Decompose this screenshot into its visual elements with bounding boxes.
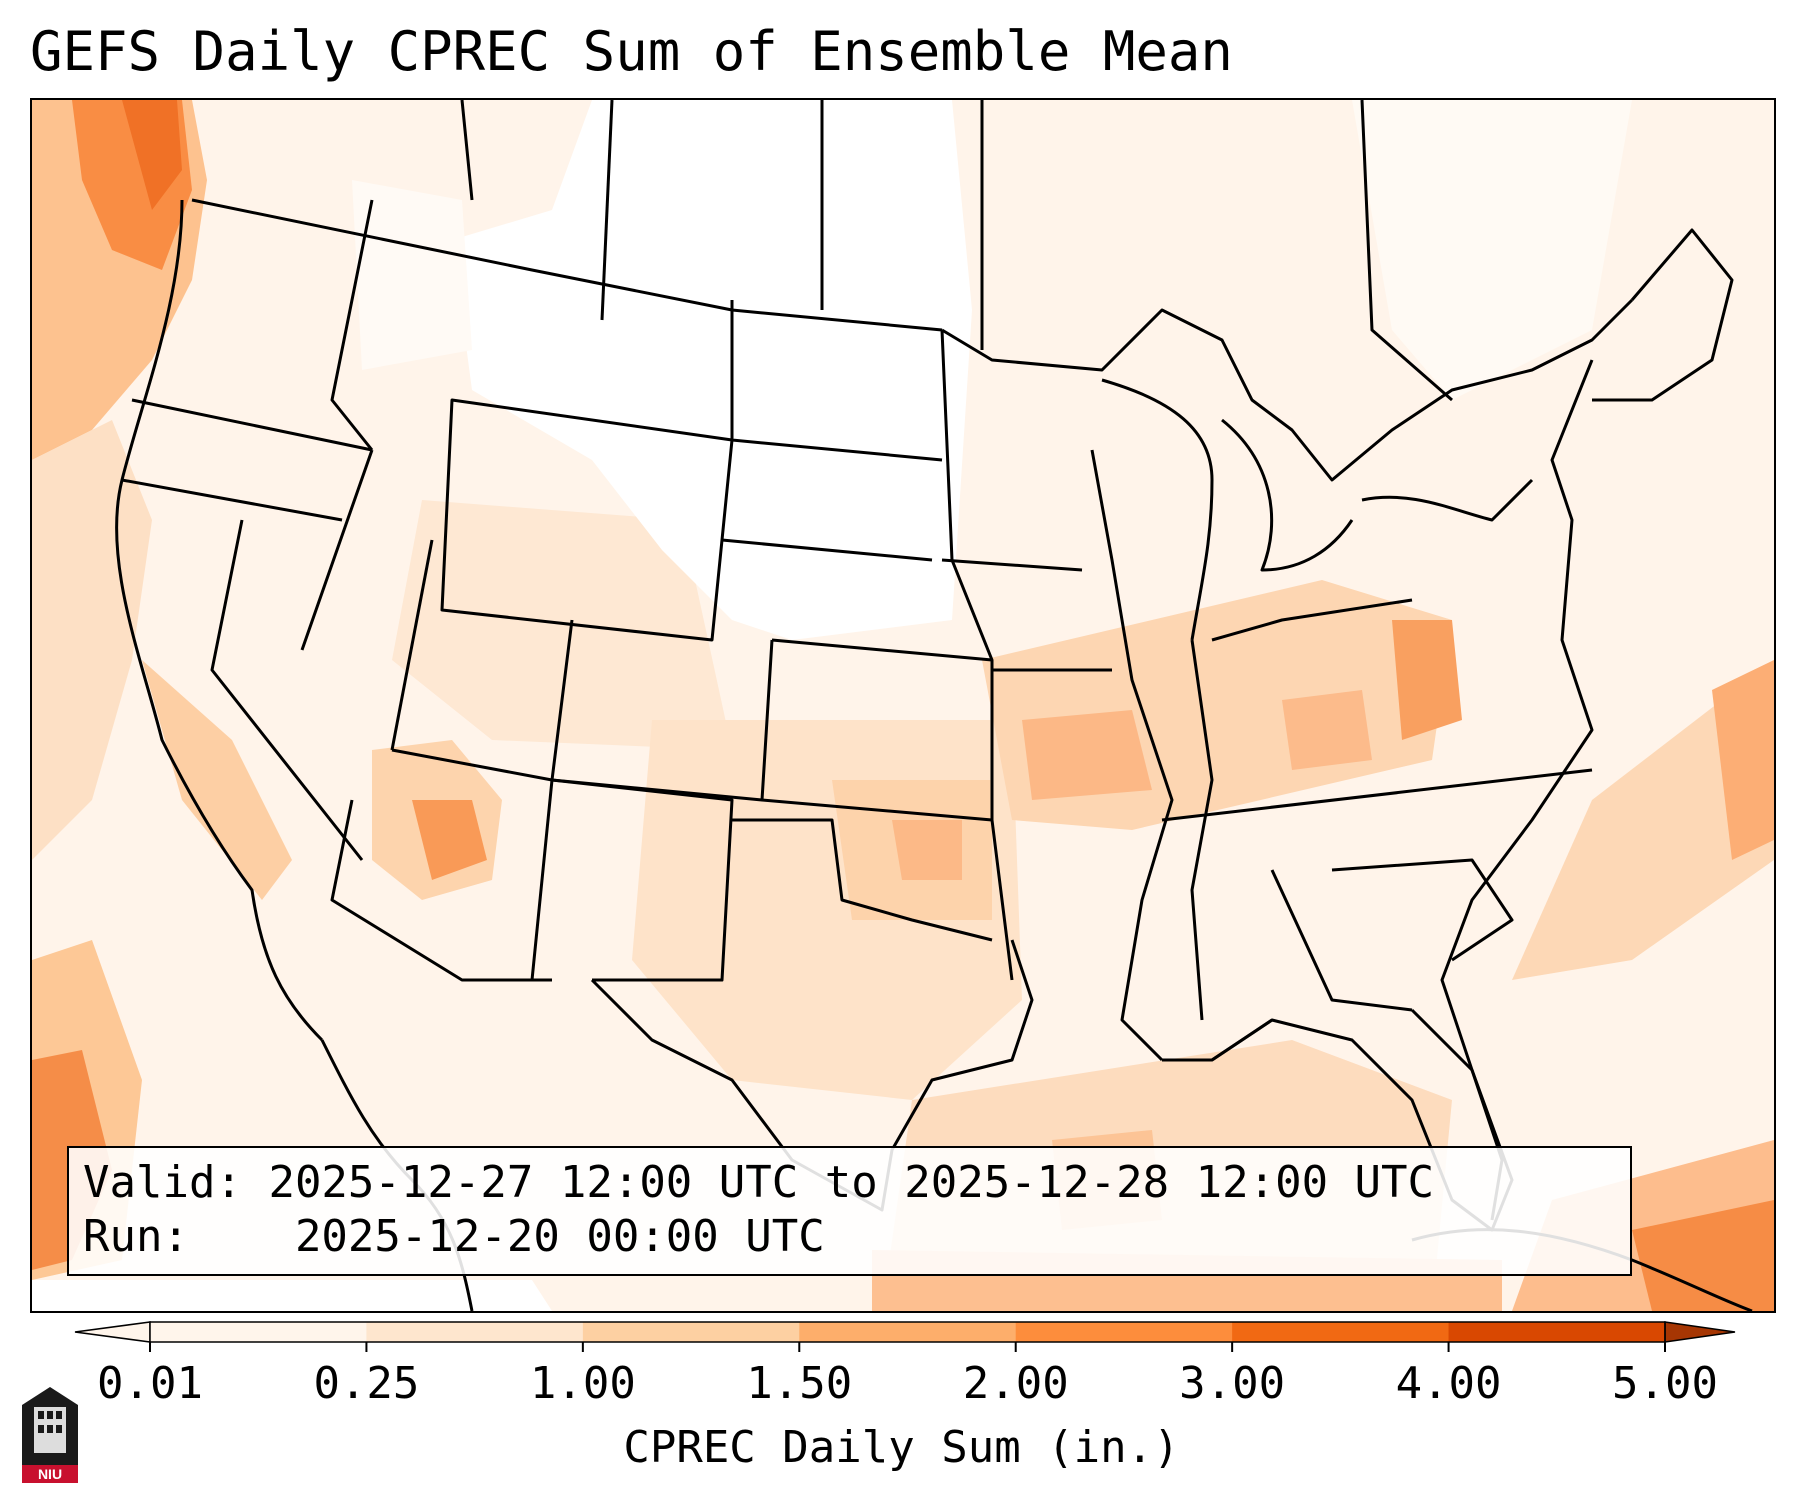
colorbar-tick-label: 3.00 bbox=[1179, 1358, 1286, 1409]
colorbar-segment bbox=[1448, 1322, 1666, 1342]
colorbar-segment bbox=[1015, 1322, 1233, 1342]
run-label: Run: bbox=[83, 1211, 189, 1262]
colorbar-segment bbox=[799, 1322, 1017, 1342]
valid-label: Valid: bbox=[83, 1157, 242, 1208]
colorbar-ticks bbox=[149, 1342, 1666, 1352]
niu-logo: NIU bbox=[22, 1387, 78, 1483]
colorbar-label: CPREC Daily Sum (in.) bbox=[623, 1422, 1180, 1473]
colorbar-tick-label: 5.00 bbox=[1612, 1358, 1718, 1409]
colorbar-tick-label: 0.01 bbox=[97, 1358, 203, 1409]
colorbar-tick-label: 4.00 bbox=[1395, 1358, 1502, 1409]
colorbar bbox=[74, 1321, 1736, 1352]
colorbar-segment bbox=[366, 1322, 584, 1342]
precip-map-svg bbox=[32, 100, 1774, 1311]
colorbar-outline bbox=[149, 1321, 1666, 1343]
state-boundaries bbox=[115, 100, 1753, 1311]
colorbar-tick-label: 1.00 bbox=[529, 1358, 636, 1409]
valid-value: 2025-12-27 12:00 UTC to 2025-12-28 12:00… bbox=[268, 1157, 1435, 1208]
colorbar-tick-label: 0.25 bbox=[313, 1358, 420, 1409]
colorbar-tick-label: 2.00 bbox=[962, 1358, 1069, 1409]
colorbar-over-arrow bbox=[1664, 1321, 1736, 1343]
colorbar-tick-label: 1.50 bbox=[746, 1358, 853, 1409]
niu-logo-text: NIU bbox=[38, 1466, 62, 1482]
colorbar-segment bbox=[1232, 1322, 1450, 1342]
run-value: 2025-12-20 00:00 UTC bbox=[294, 1211, 825, 1262]
colorbar-under-arrow bbox=[74, 1321, 151, 1343]
valid-run-box: Valid: 2025-12-27 12:00 UTC to 2025-12-2… bbox=[67, 1146, 1632, 1276]
colorbar-segment bbox=[150, 1322, 367, 1342]
colorbar-segments bbox=[74, 1321, 1736, 1343]
map-title: GEFS Daily CPREC Sum of Ensemble Mean bbox=[30, 20, 1233, 83]
precip-map bbox=[30, 98, 1776, 1313]
colorbar-segment bbox=[582, 1322, 800, 1342]
